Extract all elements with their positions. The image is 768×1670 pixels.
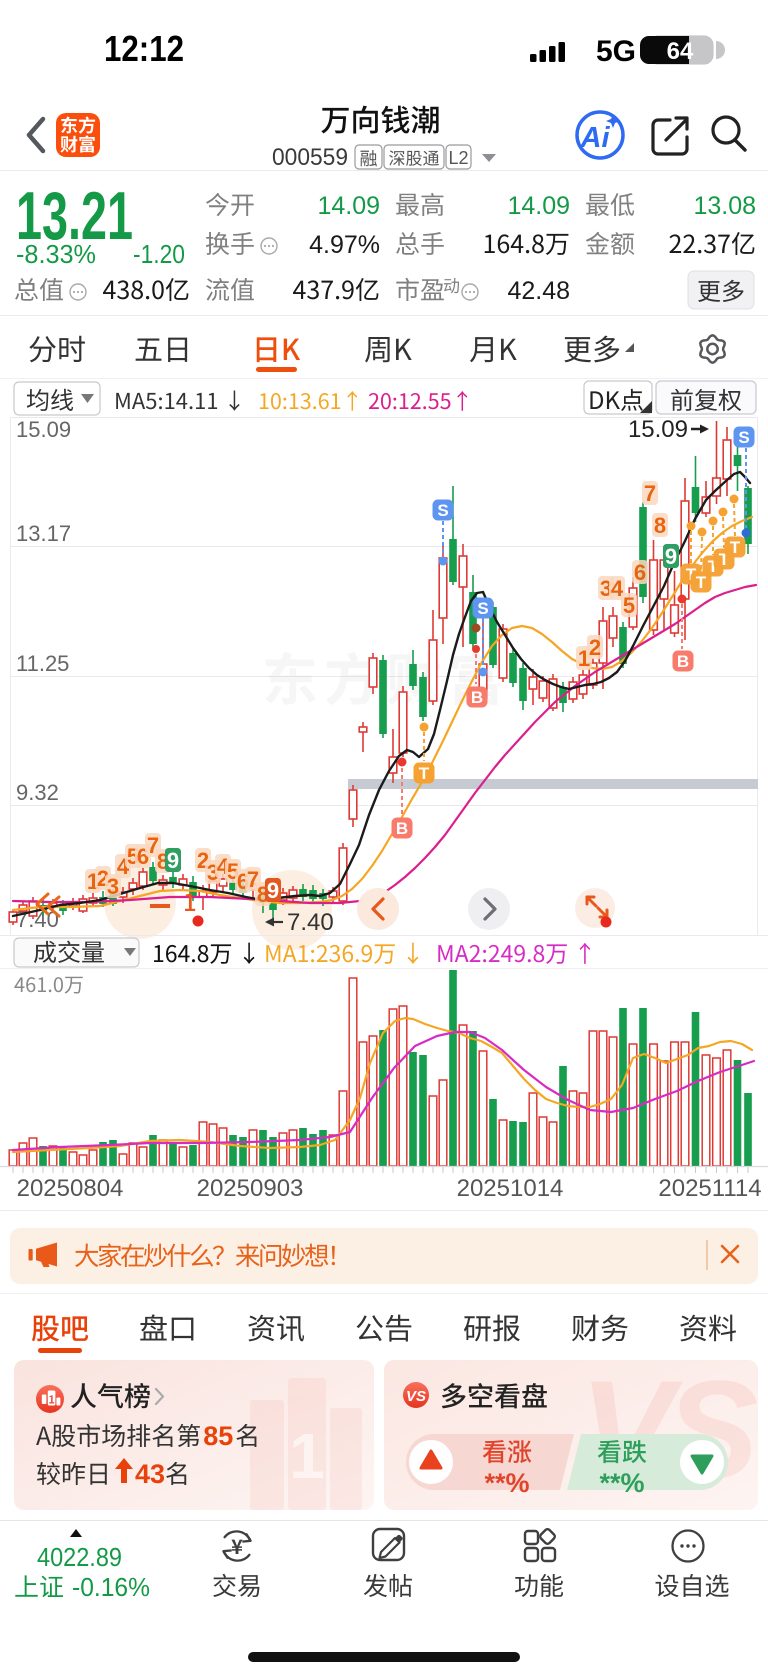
svg-text:6: 6 <box>634 560 646 585</box>
svg-text:VS: VS <box>406 1388 426 1405</box>
svg-text:15.09: 15.09 <box>16 417 71 442</box>
svg-text:42.48: 42.48 <box>507 277 570 305</box>
svg-text:5: 5 <box>623 593 635 618</box>
svg-text:B: B <box>471 688 483 707</box>
svg-text:B: B <box>396 819 408 838</box>
svg-text:8: 8 <box>654 513 666 538</box>
svg-text:85: 85 <box>203 1421 233 1451</box>
svg-text:20251014: 20251014 <box>457 1175 564 1202</box>
svg-text:9: 9 <box>167 848 179 873</box>
svg-text:1: 1 <box>289 1420 325 1492</box>
svg-text:000559: 000559 <box>272 144 348 171</box>
svg-text:Ai: Ai <box>580 122 611 154</box>
svg-text:9: 9 <box>267 878 279 903</box>
svg-text:3: 3 <box>107 874 119 899</box>
svg-text:9.32: 9.32 <box>16 780 59 805</box>
svg-text:12:12: 12:12 <box>104 28 184 69</box>
svg-text:4.97%: 4.97% <box>309 231 380 259</box>
svg-text:11.25: 11.25 <box>16 651 69 676</box>
svg-text:-0.16%: -0.16% <box>72 1572 150 1602</box>
svg-text:4022.89: 4022.89 <box>37 1542 122 1572</box>
svg-text:B: B <box>677 652 689 671</box>
svg-text:-8.33%: -8.33% <box>16 239 96 269</box>
svg-text:13.08: 13.08 <box>693 192 756 220</box>
svg-text:4: 4 <box>611 576 624 601</box>
svg-text:S: S <box>437 501 448 520</box>
svg-text:**%: **% <box>599 1468 644 1498</box>
svg-text:2: 2 <box>589 635 601 660</box>
svg-text:**%: **% <box>484 1468 529 1498</box>
svg-text:L2: L2 <box>448 148 468 168</box>
svg-text:T: T <box>419 764 430 783</box>
svg-text:14.09: 14.09 <box>317 192 380 220</box>
svg-text:T: T <box>696 573 707 592</box>
svg-text:7.40: 7.40 <box>287 909 334 936</box>
svg-text:S: S <box>477 599 488 618</box>
svg-text:14.09: 14.09 <box>507 192 570 220</box>
svg-text:20250804: 20250804 <box>17 1175 124 1202</box>
svg-text:15.09: 15.09 <box>628 416 688 443</box>
svg-text:20251114: 20251114 <box>658 1175 761 1202</box>
svg-text:43: 43 <box>135 1459 165 1489</box>
svg-text:64: 64 <box>667 38 694 65</box>
svg-text:S: S <box>738 428 749 447</box>
svg-text:T: T <box>708 557 719 576</box>
svg-text:7: 7 <box>644 481 656 506</box>
svg-text:13.21: 13.21 <box>16 178 133 254</box>
svg-text:T: T <box>730 538 741 557</box>
svg-text:-1.20: -1.20 <box>133 239 185 269</box>
svg-text:T: T <box>719 550 730 569</box>
svg-text:5G: 5G <box>596 35 636 68</box>
svg-text:9: 9 <box>665 544 677 569</box>
svg-text:20250903: 20250903 <box>197 1175 304 1202</box>
svg-text:13.17: 13.17 <box>16 521 71 546</box>
